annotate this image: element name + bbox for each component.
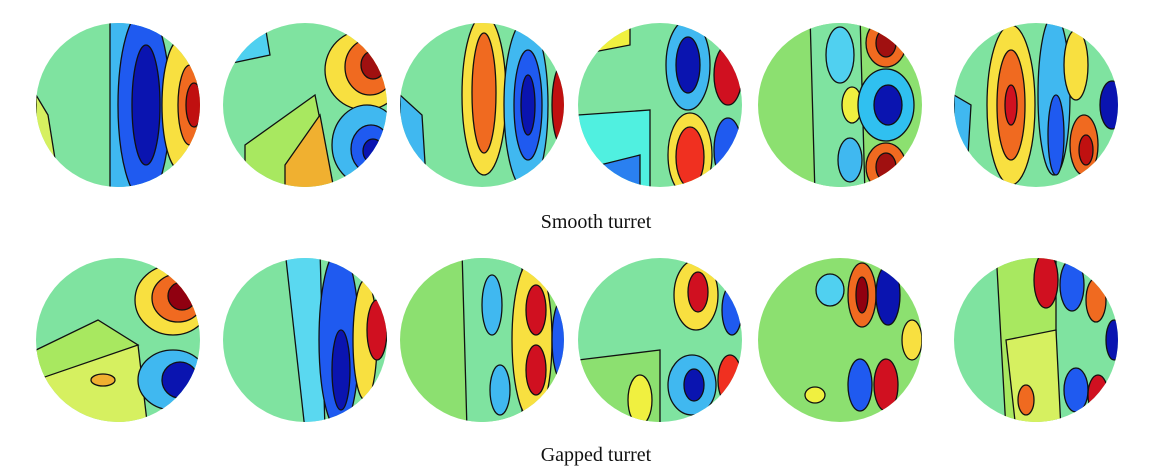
contour-plot	[578, 258, 742, 422]
contour-plot	[578, 23, 742, 187]
caption: Smooth turret	[541, 211, 652, 233]
contour-plot	[36, 23, 200, 187]
contour-plot	[954, 258, 1118, 422]
contour-plot	[758, 258, 922, 422]
contour-plot	[223, 23, 387, 187]
contour-plot	[223, 258, 387, 422]
contour-plot	[758, 23, 922, 187]
contour-plot	[400, 258, 564, 422]
contour-plot	[36, 258, 200, 422]
caption: Gapped turret	[541, 444, 652, 466]
contour-plot	[954, 23, 1118, 187]
contour-plot	[400, 23, 564, 187]
